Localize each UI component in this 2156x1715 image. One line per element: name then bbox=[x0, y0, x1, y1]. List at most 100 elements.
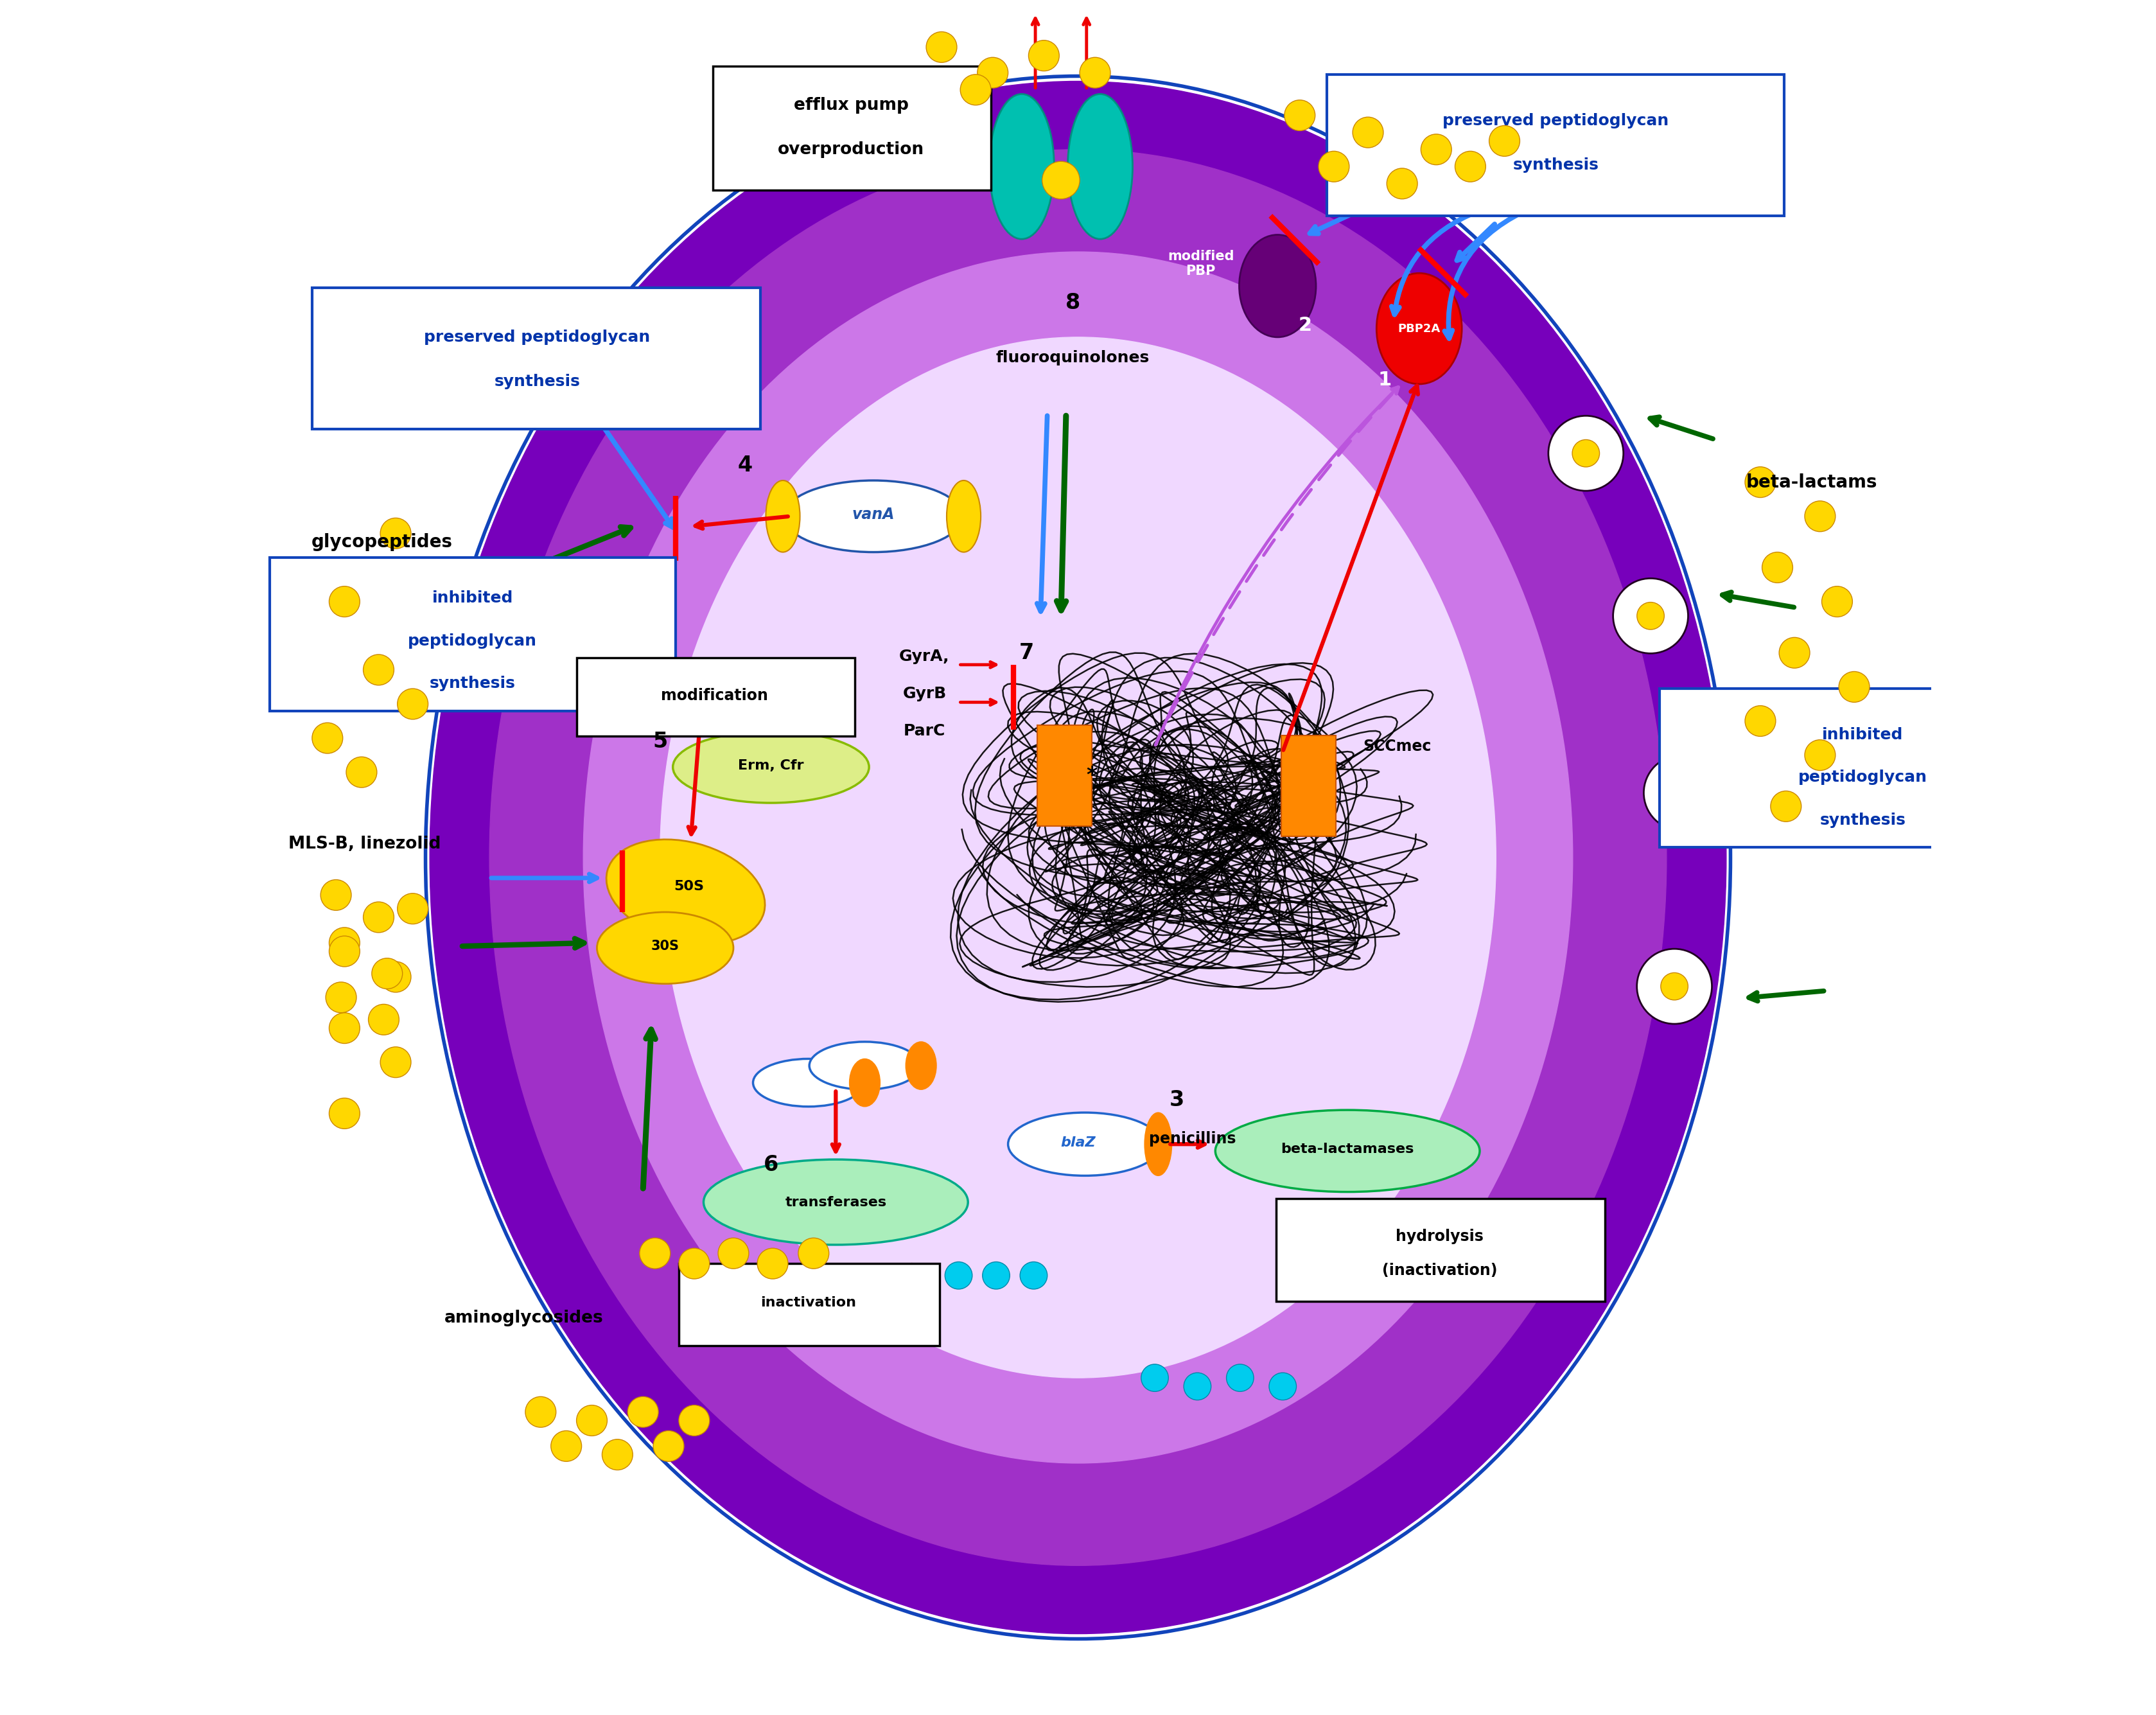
Circle shape bbox=[1779, 638, 1809, 669]
Text: 1: 1 bbox=[1378, 370, 1393, 389]
Ellipse shape bbox=[1067, 94, 1132, 238]
FancyBboxPatch shape bbox=[1281, 736, 1335, 837]
Circle shape bbox=[379, 1046, 412, 1077]
FancyBboxPatch shape bbox=[1328, 74, 1785, 216]
Text: transferases: transferases bbox=[785, 1195, 886, 1209]
Text: 8: 8 bbox=[1065, 293, 1080, 314]
Text: modification: modification bbox=[662, 688, 768, 703]
Text: MLS-B, linezolid: MLS-B, linezolid bbox=[289, 835, 442, 852]
Text: synthesis: synthesis bbox=[1514, 158, 1598, 173]
Text: glycopeptides: glycopeptides bbox=[310, 533, 453, 551]
Circle shape bbox=[330, 1014, 360, 1043]
Circle shape bbox=[944, 1262, 972, 1290]
Circle shape bbox=[576, 1405, 608, 1435]
Text: SCCmec: SCCmec bbox=[1363, 739, 1432, 755]
Circle shape bbox=[330, 1098, 360, 1128]
Text: Erm, Cfr: Erm, Cfr bbox=[737, 760, 804, 772]
Circle shape bbox=[347, 756, 377, 787]
Circle shape bbox=[1227, 1363, 1253, 1391]
Text: 3: 3 bbox=[1169, 1089, 1184, 1110]
Ellipse shape bbox=[785, 480, 964, 552]
Circle shape bbox=[679, 1405, 709, 1435]
Circle shape bbox=[1020, 1262, 1048, 1290]
Circle shape bbox=[640, 1238, 671, 1269]
Circle shape bbox=[371, 959, 403, 990]
Circle shape bbox=[1352, 117, 1384, 147]
Circle shape bbox=[927, 33, 957, 62]
Text: 5: 5 bbox=[653, 731, 668, 753]
Circle shape bbox=[362, 655, 395, 686]
Circle shape bbox=[526, 1396, 556, 1427]
Circle shape bbox=[330, 928, 360, 959]
Circle shape bbox=[983, 1262, 1009, 1290]
Circle shape bbox=[1028, 39, 1059, 70]
Text: blaZ: blaZ bbox=[1061, 1135, 1095, 1149]
Circle shape bbox=[977, 57, 1009, 87]
Circle shape bbox=[1822, 587, 1852, 617]
Circle shape bbox=[1490, 125, 1520, 156]
Text: PBP2A: PBP2A bbox=[1397, 322, 1440, 334]
Circle shape bbox=[379, 962, 412, 993]
Circle shape bbox=[1548, 415, 1623, 490]
Circle shape bbox=[1386, 168, 1416, 199]
Ellipse shape bbox=[673, 731, 869, 803]
Circle shape bbox=[1770, 791, 1800, 821]
Circle shape bbox=[1805, 739, 1835, 770]
Text: ParC: ParC bbox=[903, 724, 946, 739]
Circle shape bbox=[1319, 151, 1350, 182]
Circle shape bbox=[362, 902, 395, 933]
Ellipse shape bbox=[765, 480, 800, 552]
Circle shape bbox=[379, 518, 412, 549]
Circle shape bbox=[1455, 151, 1485, 182]
Ellipse shape bbox=[946, 480, 981, 552]
FancyBboxPatch shape bbox=[270, 557, 675, 710]
Circle shape bbox=[679, 1249, 709, 1279]
Ellipse shape bbox=[906, 1041, 936, 1089]
Circle shape bbox=[1285, 99, 1315, 130]
Circle shape bbox=[313, 722, 343, 753]
Text: synthesis: synthesis bbox=[429, 676, 515, 691]
Circle shape bbox=[330, 936, 360, 967]
FancyBboxPatch shape bbox=[1660, 689, 2065, 847]
Circle shape bbox=[369, 1005, 399, 1034]
Circle shape bbox=[1141, 1363, 1169, 1391]
Circle shape bbox=[1660, 972, 1688, 1000]
Ellipse shape bbox=[660, 338, 1496, 1377]
Circle shape bbox=[1636, 602, 1664, 629]
Circle shape bbox=[397, 689, 429, 719]
Circle shape bbox=[1805, 501, 1835, 532]
Circle shape bbox=[321, 880, 351, 911]
Text: 4: 4 bbox=[737, 454, 752, 475]
Ellipse shape bbox=[703, 1159, 968, 1245]
Ellipse shape bbox=[489, 149, 1667, 1566]
Text: peptidoglycan: peptidoglycan bbox=[407, 633, 537, 648]
Text: 7: 7 bbox=[1020, 641, 1035, 664]
Circle shape bbox=[1839, 672, 1869, 701]
Text: peptidoglycan: peptidoglycan bbox=[1798, 770, 1927, 785]
Ellipse shape bbox=[1216, 1110, 1479, 1192]
Circle shape bbox=[1184, 1372, 1212, 1399]
Circle shape bbox=[1270, 1372, 1296, 1399]
Ellipse shape bbox=[584, 252, 1572, 1463]
Circle shape bbox=[1080, 57, 1110, 87]
Ellipse shape bbox=[1145, 1113, 1173, 1176]
Circle shape bbox=[602, 1439, 632, 1470]
Ellipse shape bbox=[1376, 273, 1462, 384]
Text: PBP2: PBP2 bbox=[1723, 585, 1766, 597]
Circle shape bbox=[1613, 578, 1688, 653]
Ellipse shape bbox=[597, 912, 733, 984]
FancyBboxPatch shape bbox=[1037, 725, 1091, 827]
Text: aminoglycosides: aminoglycosides bbox=[444, 1310, 604, 1326]
Circle shape bbox=[1744, 705, 1777, 736]
Text: fluoroquinolones: fluoroquinolones bbox=[996, 350, 1149, 365]
Circle shape bbox=[1041, 161, 1080, 199]
Circle shape bbox=[1744, 466, 1777, 497]
Text: PBP3: PBP3 bbox=[1757, 780, 1800, 792]
Ellipse shape bbox=[808, 1041, 921, 1089]
Circle shape bbox=[397, 894, 429, 924]
Circle shape bbox=[326, 983, 356, 1014]
Text: PBP4: PBP4 bbox=[1751, 993, 1792, 1007]
Text: preserved peptidoglycan: preserved peptidoglycan bbox=[425, 329, 651, 345]
Text: overproduction: overproduction bbox=[778, 141, 925, 158]
Text: beta-lactams: beta-lactams bbox=[1746, 473, 1878, 490]
